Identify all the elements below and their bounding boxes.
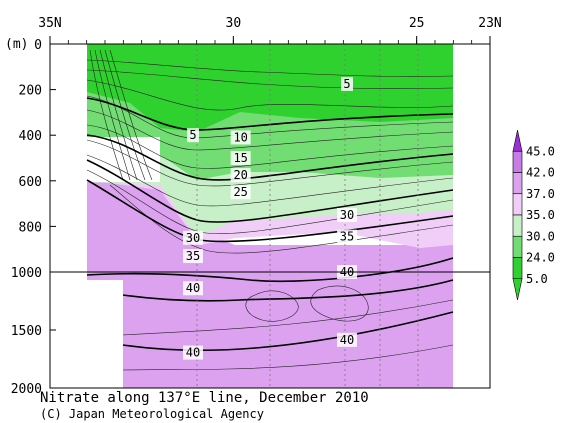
contour-label-bg bbox=[187, 128, 199, 143]
contour-label-bg bbox=[337, 229, 357, 244]
contour-label: 30 bbox=[186, 231, 200, 245]
contour-label-bg bbox=[183, 281, 203, 296]
y-tick-label: 200 bbox=[19, 84, 42, 99]
contour-label-bg bbox=[230, 168, 251, 183]
contour-label: 25 bbox=[233, 185, 247, 199]
contour-label-bg bbox=[230, 151, 251, 165]
y-tick-label: 0 bbox=[34, 38, 42, 53]
colorbar-label: 45.0 bbox=[526, 144, 555, 158]
y-tick-label: 400 bbox=[19, 129, 42, 144]
contour-line bbox=[86, 69, 454, 90]
contour-label-bg bbox=[337, 332, 357, 347]
contour-line-major bbox=[86, 257, 454, 283]
colorbar-label: 42.0 bbox=[526, 166, 555, 180]
contour-label-bg bbox=[230, 130, 251, 145]
contour-line bbox=[89, 49, 124, 181]
contour-label: 35 bbox=[340, 230, 354, 244]
colorbar-bottom-arrow bbox=[512, 278, 523, 301]
contour-line bbox=[122, 299, 454, 336]
contour-label: 30 bbox=[340, 208, 354, 222]
contour-label-bg bbox=[183, 230, 203, 245]
contour-line bbox=[94, 49, 131, 181]
colorbar-segment bbox=[512, 257, 523, 280]
contour-line bbox=[99, 49, 138, 181]
contour-line-major bbox=[86, 97, 454, 131]
colorbar-label: 37.0 bbox=[526, 187, 555, 201]
contour-label: 40 bbox=[340, 333, 354, 347]
contour-label: 40 bbox=[186, 346, 200, 360]
contour-label-bg bbox=[183, 249, 203, 264]
y-unit-label: (m) bbox=[5, 37, 28, 52]
data-gap bbox=[87, 280, 123, 388]
contour-label: 40 bbox=[186, 281, 200, 295]
contour-label-bg bbox=[230, 185, 251, 200]
credit-text: (C) Japan Meteorological Agency bbox=[40, 407, 264, 421]
colorbar-label: 35.0 bbox=[526, 208, 555, 222]
colorbar-label: 30.0 bbox=[526, 229, 555, 243]
y-tick-label: 600 bbox=[19, 175, 42, 190]
contour-line bbox=[245, 290, 299, 322]
y-tick-label: 1500 bbox=[11, 324, 42, 339]
y-tick-label: 800 bbox=[19, 220, 42, 235]
colorbar-segment bbox=[512, 235, 523, 258]
contour-line bbox=[86, 139, 454, 187]
contour-label: 20 bbox=[233, 168, 247, 182]
x-axis: 35N 30 25 23N bbox=[38, 16, 502, 44]
contour-line-major bbox=[86, 134, 454, 181]
contour-line bbox=[86, 109, 454, 151]
contour-label-bg bbox=[337, 208, 357, 222]
contour-line-major bbox=[86, 159, 454, 223]
y-axis: (m) 0 200 400 600 800 1000 1500 2000 bbox=[5, 37, 56, 397]
contour-line-major bbox=[122, 311, 454, 352]
colorbar-segment bbox=[512, 172, 523, 195]
contour-label: 35 bbox=[186, 249, 200, 263]
y-tick-label: 2000 bbox=[11, 382, 42, 397]
contour-label-bg bbox=[341, 76, 353, 91]
contour-line-major bbox=[122, 279, 454, 302]
x-tick-label: 30 bbox=[226, 16, 242, 31]
contour-line bbox=[86, 79, 454, 111]
contour-label: 15 bbox=[233, 151, 247, 165]
chart-title: Nitrate along 137°E line, December 2010 bbox=[40, 390, 369, 406]
x-tick-label: 23N bbox=[478, 16, 501, 31]
y-tick-label: 1000 bbox=[11, 266, 42, 281]
contour-line bbox=[86, 154, 454, 207]
colorbar-segment bbox=[512, 193, 523, 216]
colorbar-segment bbox=[512, 214, 523, 237]
contour-line bbox=[86, 95, 454, 139]
fill-30-35 bbox=[87, 180, 453, 248]
x-tick-label: 35N bbox=[38, 16, 61, 31]
colorbar-label: 24.0 bbox=[526, 251, 555, 265]
deep-water-fill bbox=[123, 270, 453, 388]
contour-label-bg bbox=[183, 345, 203, 360]
fill-under-5 bbox=[87, 44, 453, 132]
contour-line bbox=[86, 124, 454, 169]
contour-line bbox=[104, 49, 146, 181]
contour-line bbox=[310, 285, 369, 322]
contour-label: 5 bbox=[343, 77, 350, 91]
contour-label: 10 bbox=[233, 130, 247, 144]
colorbar-label: 5.0 bbox=[526, 272, 548, 286]
contour-line bbox=[122, 344, 454, 371]
colorbar-segment bbox=[512, 150, 523, 173]
contour-line bbox=[109, 49, 153, 181]
fill-over-35 bbox=[87, 180, 453, 270]
contour-line bbox=[86, 59, 454, 77]
x-tick-label: 25 bbox=[409, 16, 425, 31]
colorbar: 45.0 42.0 37.0 35.0 30.0 24.0 5.0 bbox=[512, 129, 555, 301]
contour-label: 5 bbox=[189, 128, 196, 142]
